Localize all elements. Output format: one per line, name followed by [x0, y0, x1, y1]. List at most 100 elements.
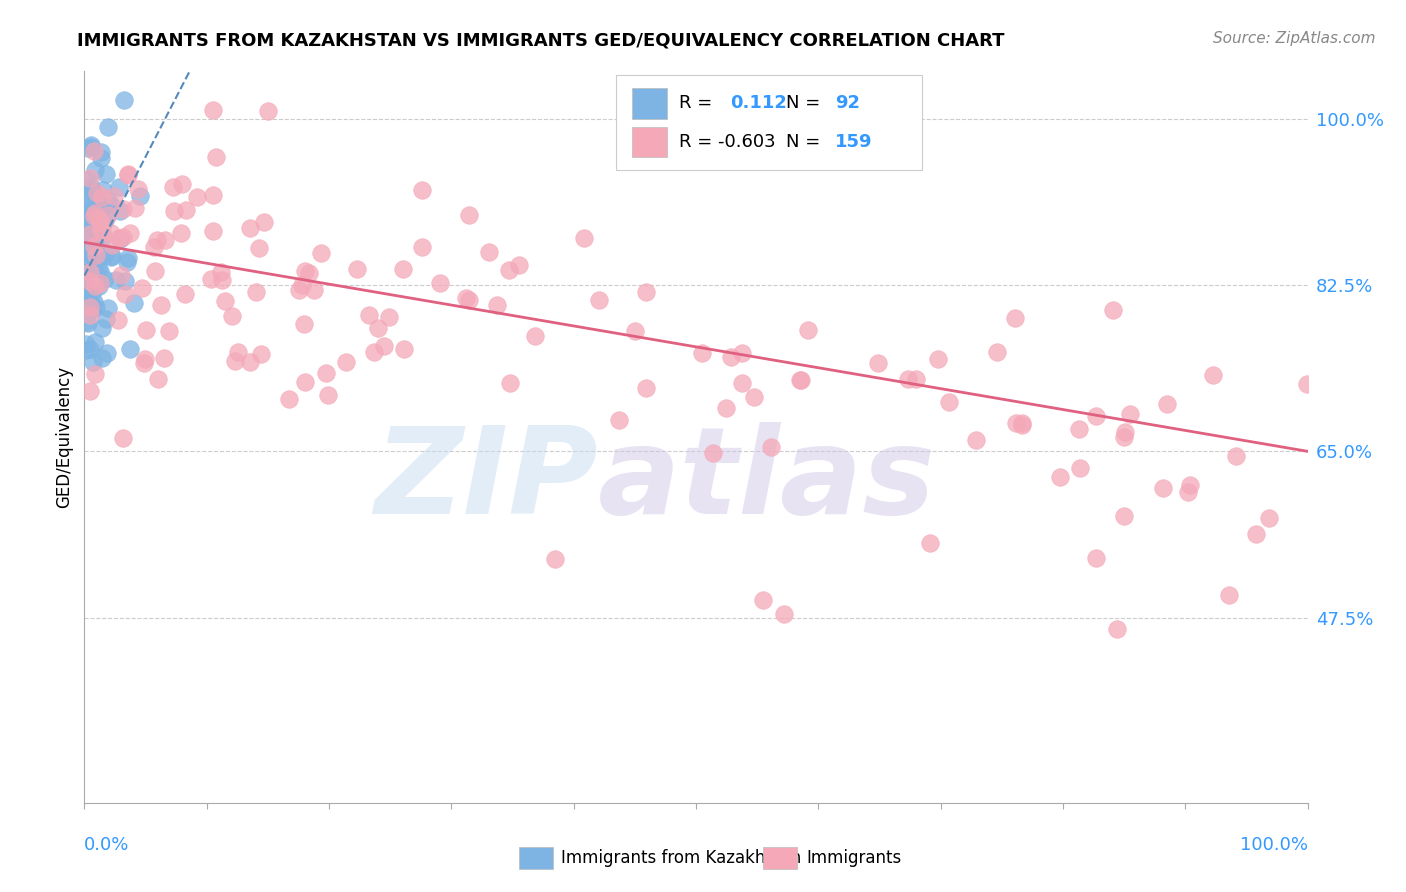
Point: [79, 247, 101, 261]
Point: [89, 278, 111, 293]
Point: [162, 203, 184, 218]
Point: [315, 366, 337, 380]
Point: [1112, 509, 1135, 524]
Point: [82, 227, 104, 241]
Point: [1069, 460, 1091, 475]
Point: [118, 342, 141, 356]
Point: [76, 141, 98, 155]
Point: [1085, 551, 1108, 566]
Point: [363, 344, 385, 359]
Point: [335, 355, 357, 369]
Point: [143, 264, 166, 278]
Point: [77, 273, 100, 287]
Point: [498, 263, 520, 277]
Point: [94, 312, 117, 326]
Point: [79, 300, 101, 314]
Point: [288, 283, 311, 297]
Point: [91, 351, 114, 366]
Point: [357, 308, 380, 322]
Point: [91, 183, 114, 197]
Point: [79, 171, 101, 186]
Point: [96, 167, 118, 181]
Point: [117, 252, 139, 266]
Point: [134, 352, 156, 367]
Point: [100, 198, 122, 212]
Point: [789, 373, 811, 387]
Point: [83, 210, 105, 224]
Point: [309, 246, 332, 260]
Point: [90, 152, 112, 166]
Point: [82, 277, 104, 291]
Point: [83, 201, 105, 215]
Point: [87, 212, 110, 227]
Point: [634, 285, 657, 299]
Point: [773, 607, 796, 622]
Point: [79, 216, 101, 230]
FancyBboxPatch shape: [616, 75, 922, 170]
Point: [117, 167, 139, 181]
Point: [201, 103, 224, 118]
Point: [93, 215, 115, 229]
Point: [118, 226, 141, 240]
Point: [457, 208, 479, 222]
Point: [524, 329, 547, 343]
Point: [905, 372, 928, 386]
Point: [478, 245, 501, 260]
Point: [174, 287, 197, 301]
Point: [742, 390, 765, 404]
Point: [253, 215, 276, 229]
Point: [101, 249, 124, 263]
Point: [250, 347, 273, 361]
Y-axis label: GED/Equivalency: GED/Equivalency: [55, 366, 73, 508]
Point: [91, 190, 114, 204]
Point: [1244, 527, 1267, 541]
Point: [927, 352, 949, 367]
Point: [91, 230, 114, 244]
Point: [1049, 469, 1071, 483]
Text: 92: 92: [835, 95, 860, 112]
Point: [83, 294, 105, 309]
Point: [112, 202, 135, 217]
Point: [1119, 407, 1142, 421]
Text: 159: 159: [835, 133, 873, 151]
Text: atlas: atlas: [598, 423, 936, 540]
Point: [429, 276, 451, 290]
Point: [75, 337, 97, 351]
Point: [90, 321, 112, 335]
Point: [77, 301, 100, 315]
Point: [1084, 409, 1107, 423]
Point: [84, 265, 107, 279]
Point: [1295, 377, 1317, 392]
Point: [1101, 302, 1123, 317]
FancyBboxPatch shape: [633, 88, 666, 119]
Point: [86, 248, 108, 262]
Point: [245, 285, 267, 299]
Point: [411, 183, 433, 197]
Point: [170, 226, 193, 240]
Text: Source: ZipAtlas.com: Source: ZipAtlas.com: [1212, 31, 1375, 46]
Point: [221, 310, 243, 324]
Point: [170, 177, 193, 191]
Point: [73, 236, 96, 251]
Point: [1152, 481, 1174, 495]
Point: [720, 350, 742, 364]
Point: [79, 199, 101, 213]
Point: [105, 273, 128, 287]
Point: [392, 342, 415, 356]
Point: [1177, 484, 1199, 499]
Point: [149, 298, 172, 312]
Point: [1011, 417, 1033, 432]
Point: [1112, 430, 1135, 444]
Point: [79, 308, 101, 322]
Point: [239, 355, 262, 369]
Point: [122, 295, 145, 310]
Point: [114, 274, 136, 288]
Point: [714, 401, 737, 415]
Text: N =: N =: [786, 133, 821, 151]
Point: [1114, 425, 1136, 440]
Point: [499, 376, 522, 391]
Point: [751, 592, 773, 607]
Point: [294, 264, 316, 278]
Point: [797, 323, 820, 337]
Point: [77, 289, 100, 303]
